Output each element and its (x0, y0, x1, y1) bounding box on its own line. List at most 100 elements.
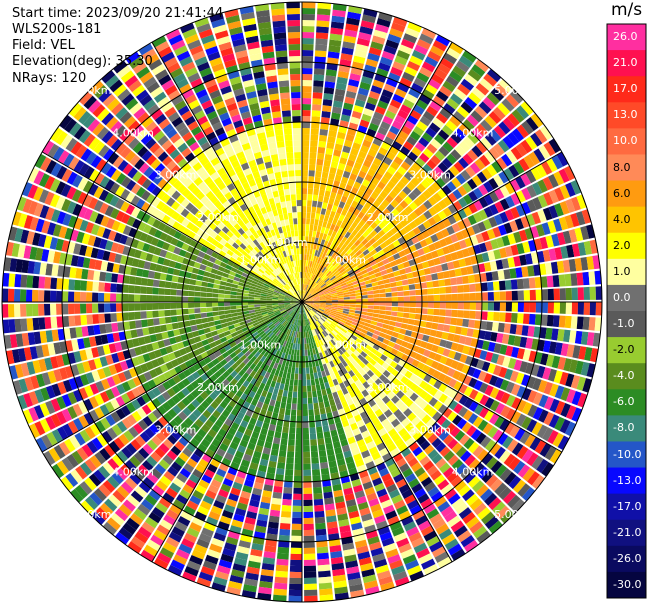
ppi-gate (308, 409, 314, 416)
ppi-gate (207, 316, 214, 322)
ppi-gate (310, 280, 314, 287)
ppi-gate (389, 260, 397, 267)
ppi-gate (432, 117, 445, 129)
ppi-gate (305, 284, 308, 291)
ppi-gate (498, 224, 507, 236)
ppi-gate (317, 257, 322, 264)
ppi-gate (442, 375, 452, 385)
ppi-gate (492, 429, 504, 442)
ppi-gate (559, 371, 569, 386)
ppi-gate (379, 310, 386, 315)
ppi-gate (312, 282, 317, 288)
ppi-gate (370, 85, 383, 95)
ppi-gate (405, 93, 418, 104)
ppi-gate (335, 286, 342, 291)
ppi-gate (430, 469, 442, 481)
ppi-gate (346, 348, 353, 356)
ppi-gate (355, 304, 362, 308)
ppi-gate (482, 219, 492, 230)
ppi-gate (414, 313, 422, 320)
ppi-gate (480, 137, 493, 150)
ppi-gate (314, 516, 326, 524)
ppi-gate (529, 302, 536, 313)
ppi-gate (375, 326, 382, 332)
ppi-gate (311, 290, 317, 295)
ppi-gate (492, 281, 500, 291)
ppi-gate (141, 319, 148, 328)
ppi-gate (348, 290, 356, 295)
ppi-gate (104, 303, 111, 313)
ppi-gate (351, 253, 358, 261)
ppi-gate (416, 361, 425, 371)
ppi-gate (431, 73, 445, 85)
ppi-gate (464, 454, 476, 467)
ppi-gate (432, 411, 442, 422)
ppi-gate (395, 338, 403, 346)
ppi-gate (367, 148, 378, 158)
ppi-gate (313, 182, 320, 190)
ppi-gate (532, 378, 542, 391)
ppi-gate (319, 272, 325, 279)
ppi-gate (305, 284, 309, 291)
ppi-gate (338, 257, 345, 264)
ppi-gate (336, 219, 343, 227)
ppi-gate (485, 321, 493, 331)
ppi-gate (350, 263, 358, 269)
ppi-gate (363, 322, 371, 328)
ppi-gate (458, 55, 474, 68)
ppi-gate (462, 119, 475, 132)
ppi-gate (438, 383, 448, 393)
ppi-gate (290, 559, 302, 566)
ppi-gate (552, 275, 560, 287)
ppi-gate (340, 114, 351, 122)
ppi-gate (224, 302, 231, 307)
ppi-gate (394, 321, 402, 328)
ppi-gate (313, 303, 320, 306)
ppi-gate (527, 325, 535, 337)
ppi-gate (342, 216, 350, 224)
ppi-gate (326, 222, 332, 229)
ppi-gate (451, 223, 461, 233)
ppi-gate (441, 263, 449, 272)
ppi-gate (407, 230, 416, 239)
ppi-gate (374, 245, 383, 253)
ppi-gate (479, 320, 487, 330)
ppi-gate (403, 290, 410, 296)
ppi-gate (20, 274, 28, 288)
ppi-gate (367, 351, 375, 359)
ppi-gate (314, 504, 324, 512)
ppi-gate (517, 483, 531, 498)
ppi-gate (274, 431, 282, 439)
ppi-gate (414, 339, 422, 347)
ppi-gate (50, 303, 57, 316)
ppi-gate (393, 156, 404, 166)
ppi-gate (377, 181, 386, 190)
ppi-gate (377, 126, 388, 136)
ppi-gate (334, 282, 341, 288)
ppi-gate (383, 319, 391, 325)
ppi-gate (353, 283, 360, 288)
ppi-gate (533, 264, 541, 276)
ppi-gate (355, 43, 369, 53)
ppi-gate (337, 293, 344, 297)
ppi-gate (504, 422, 516, 435)
ppi-gate (558, 216, 569, 231)
ppi-gate (355, 364, 363, 372)
ppi-gate (415, 420, 426, 431)
ppi-gate (456, 250, 464, 259)
ppi-gate (340, 282, 347, 287)
ppi-gate (302, 74, 313, 81)
ppi-gate (531, 421, 543, 436)
ppi-gate (571, 390, 582, 406)
ppi-gate (350, 274, 357, 280)
ppi-gate (471, 145, 483, 158)
ppi-gate (303, 284, 305, 291)
ppi-gate (208, 321, 216, 327)
ppi-gate (528, 151, 541, 166)
ppi-gate (396, 312, 404, 318)
ppi-gate (422, 349, 431, 358)
ppi-gate (287, 439, 295, 446)
ppi-gate (336, 324, 343, 330)
ppi-gate (445, 309, 452, 317)
ppi-gate (459, 353, 468, 364)
